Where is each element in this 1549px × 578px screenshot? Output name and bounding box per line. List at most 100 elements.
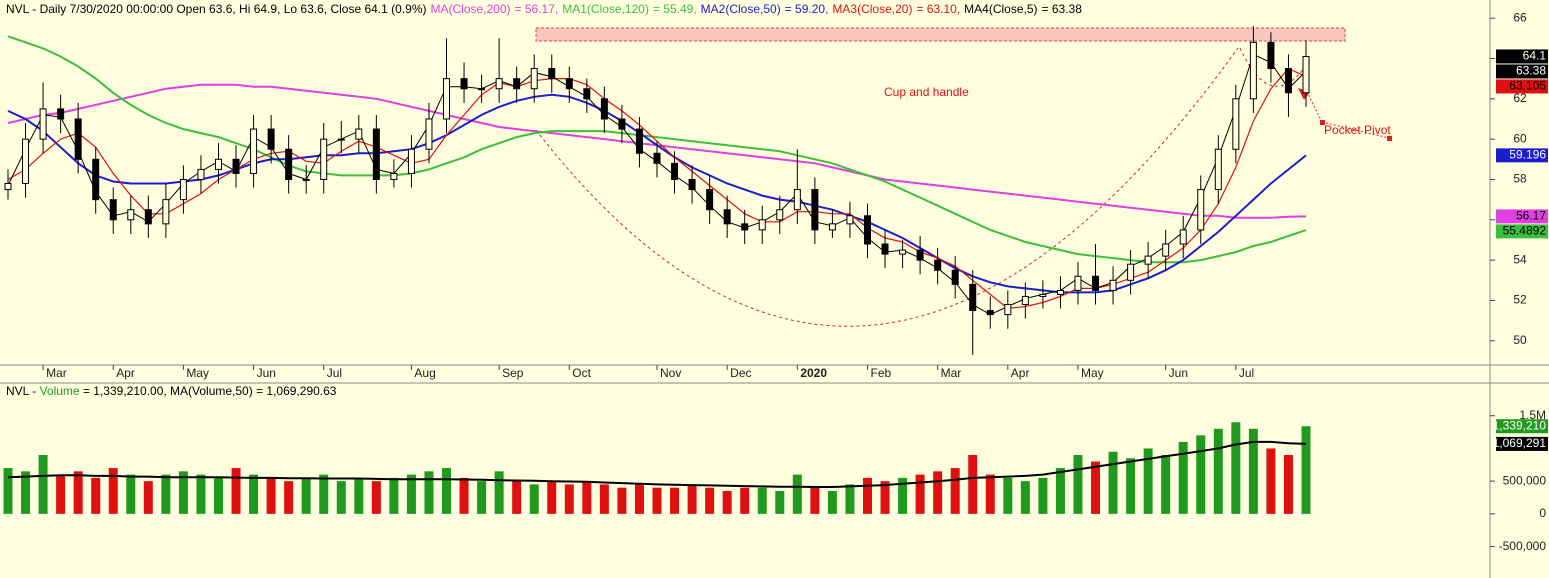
- candle-body: [337, 138, 345, 141]
- candle-body: [1267, 41, 1275, 70]
- y-tick-label: 60: [1513, 131, 1527, 145]
- volume-bar: [284, 481, 294, 514]
- volume-bar: [143, 481, 153, 514]
- candle-body: [513, 78, 521, 90]
- candle-body: [1249, 41, 1257, 100]
- last-value-box: [1496, 64, 1548, 79]
- header-title: NVL - Daily 7/30/2020 00:00:00 Open 63.6…: [6, 2, 427, 16]
- volume-bar: [1301, 426, 1311, 514]
- last-value-box: [1496, 49, 1548, 64]
- candle-body: [863, 215, 871, 245]
- y-tick-label: 54: [1513, 252, 1527, 266]
- candle-body: [723, 209, 731, 225]
- volume-bar: [21, 471, 31, 514]
- volume-bar: [301, 477, 311, 514]
- candle-body: [951, 269, 959, 285]
- candle-body: [969, 283, 977, 312]
- y-tick-label: 50: [1513, 333, 1527, 347]
- volume-bar: [985, 474, 995, 514]
- candle-body: [548, 68, 556, 80]
- legend-name: MA4(Close,5): [964, 2, 1037, 16]
- volume-bar: [213, 477, 223, 514]
- candle-body: [1074, 275, 1082, 291]
- volume-bar: [406, 474, 416, 514]
- volume-bar: [933, 471, 943, 514]
- price-header: NVL - Daily 7/30/2020 00:00:00 Open 63.6…: [6, 2, 1082, 16]
- x-tick-label: Apr: [116, 366, 135, 380]
- candle-body: [1144, 255, 1152, 265]
- resistance-zone: [535, 27, 1346, 42]
- volume-bar: [529, 484, 539, 514]
- y-tick-label: 52: [1513, 293, 1527, 307]
- candle-body: [162, 199, 170, 225]
- candle-body: [1056, 289, 1064, 295]
- candle-body: [232, 158, 240, 174]
- candle-body: [74, 118, 82, 160]
- candle-body: [986, 310, 994, 316]
- volume-bar: [1020, 481, 1030, 514]
- x-tick-label: Mar: [941, 366, 962, 380]
- candle-body: [4, 183, 12, 191]
- volume-bar: [424, 471, 434, 514]
- candle-body: [1284, 68, 1292, 94]
- candle-body: [407, 148, 415, 174]
- legend-name: MA1(Close,120): [562, 2, 649, 16]
- last-value-label: 63.105: [1509, 79, 1546, 93]
- volume-bar: [898, 477, 908, 514]
- volume-bar: [73, 471, 83, 514]
- candle-body: [39, 108, 47, 140]
- candle-body: [671, 162, 679, 180]
- x-tick-label: Mar: [46, 366, 67, 380]
- candle-body: [899, 249, 907, 255]
- volume-bar: [512, 481, 522, 514]
- candle-body: [372, 128, 380, 180]
- volume-bar: [459, 477, 469, 514]
- volume-bar: [1073, 454, 1083, 514]
- volume-bar: [1178, 441, 1188, 514]
- candle-body: [425, 118, 433, 150]
- candle-body: [635, 128, 643, 154]
- candle-body: [1109, 279, 1117, 291]
- legend-value: = 63.10,: [916, 2, 960, 16]
- volume-bar: [231, 468, 241, 514]
- candle-body: [302, 178, 310, 181]
- volume-bar: [757, 487, 767, 514]
- y-tick-label: 500,000: [1503, 473, 1547, 487]
- legend-name: MA(Close,200): [431, 2, 511, 16]
- candle-body: [618, 118, 626, 130]
- candle-body: [127, 209, 135, 221]
- ma-line: [7, 35, 1307, 264]
- volume-bar: [126, 474, 136, 514]
- candle-body: [530, 68, 538, 90]
- volume-bar: [56, 474, 66, 514]
- last-value-label: 56.17: [1516, 209, 1546, 223]
- candle-body: [653, 152, 661, 164]
- y-tick-label: -500,000: [1499, 539, 1547, 553]
- candle-body: [565, 78, 573, 90]
- volume-bar: [582, 481, 592, 514]
- handle-arc: [1239, 47, 1311, 87]
- candle-body: [1092, 275, 1100, 291]
- candle-body: [741, 223, 749, 231]
- legend-value: = 56.17,: [515, 2, 559, 16]
- candle-body: [495, 78, 503, 90]
- volume-bar: [336, 481, 346, 514]
- volume-bar: [1161, 454, 1171, 514]
- volume-bar: [1283, 454, 1293, 514]
- candle-body: [57, 108, 65, 120]
- y-tick-label: 1.5M: [1519, 408, 1546, 422]
- volume-bar: [1143, 448, 1153, 514]
- volume-bar: [266, 477, 276, 514]
- volume-bar: [442, 468, 452, 514]
- volume-bar: [161, 474, 171, 514]
- volume-header: NVL - Volume = 1,339,210.00, MA(Volume,5…: [6, 384, 337, 398]
- last-value-box: [1496, 79, 1548, 94]
- volume-bar: [687, 484, 697, 514]
- volume-bar: [1196, 435, 1206, 514]
- last-value-box: [1496, 209, 1548, 224]
- annotation: Pocket Pivot: [1324, 123, 1391, 137]
- x-tick-label: Dec: [730, 366, 751, 380]
- candle-body: [214, 158, 222, 170]
